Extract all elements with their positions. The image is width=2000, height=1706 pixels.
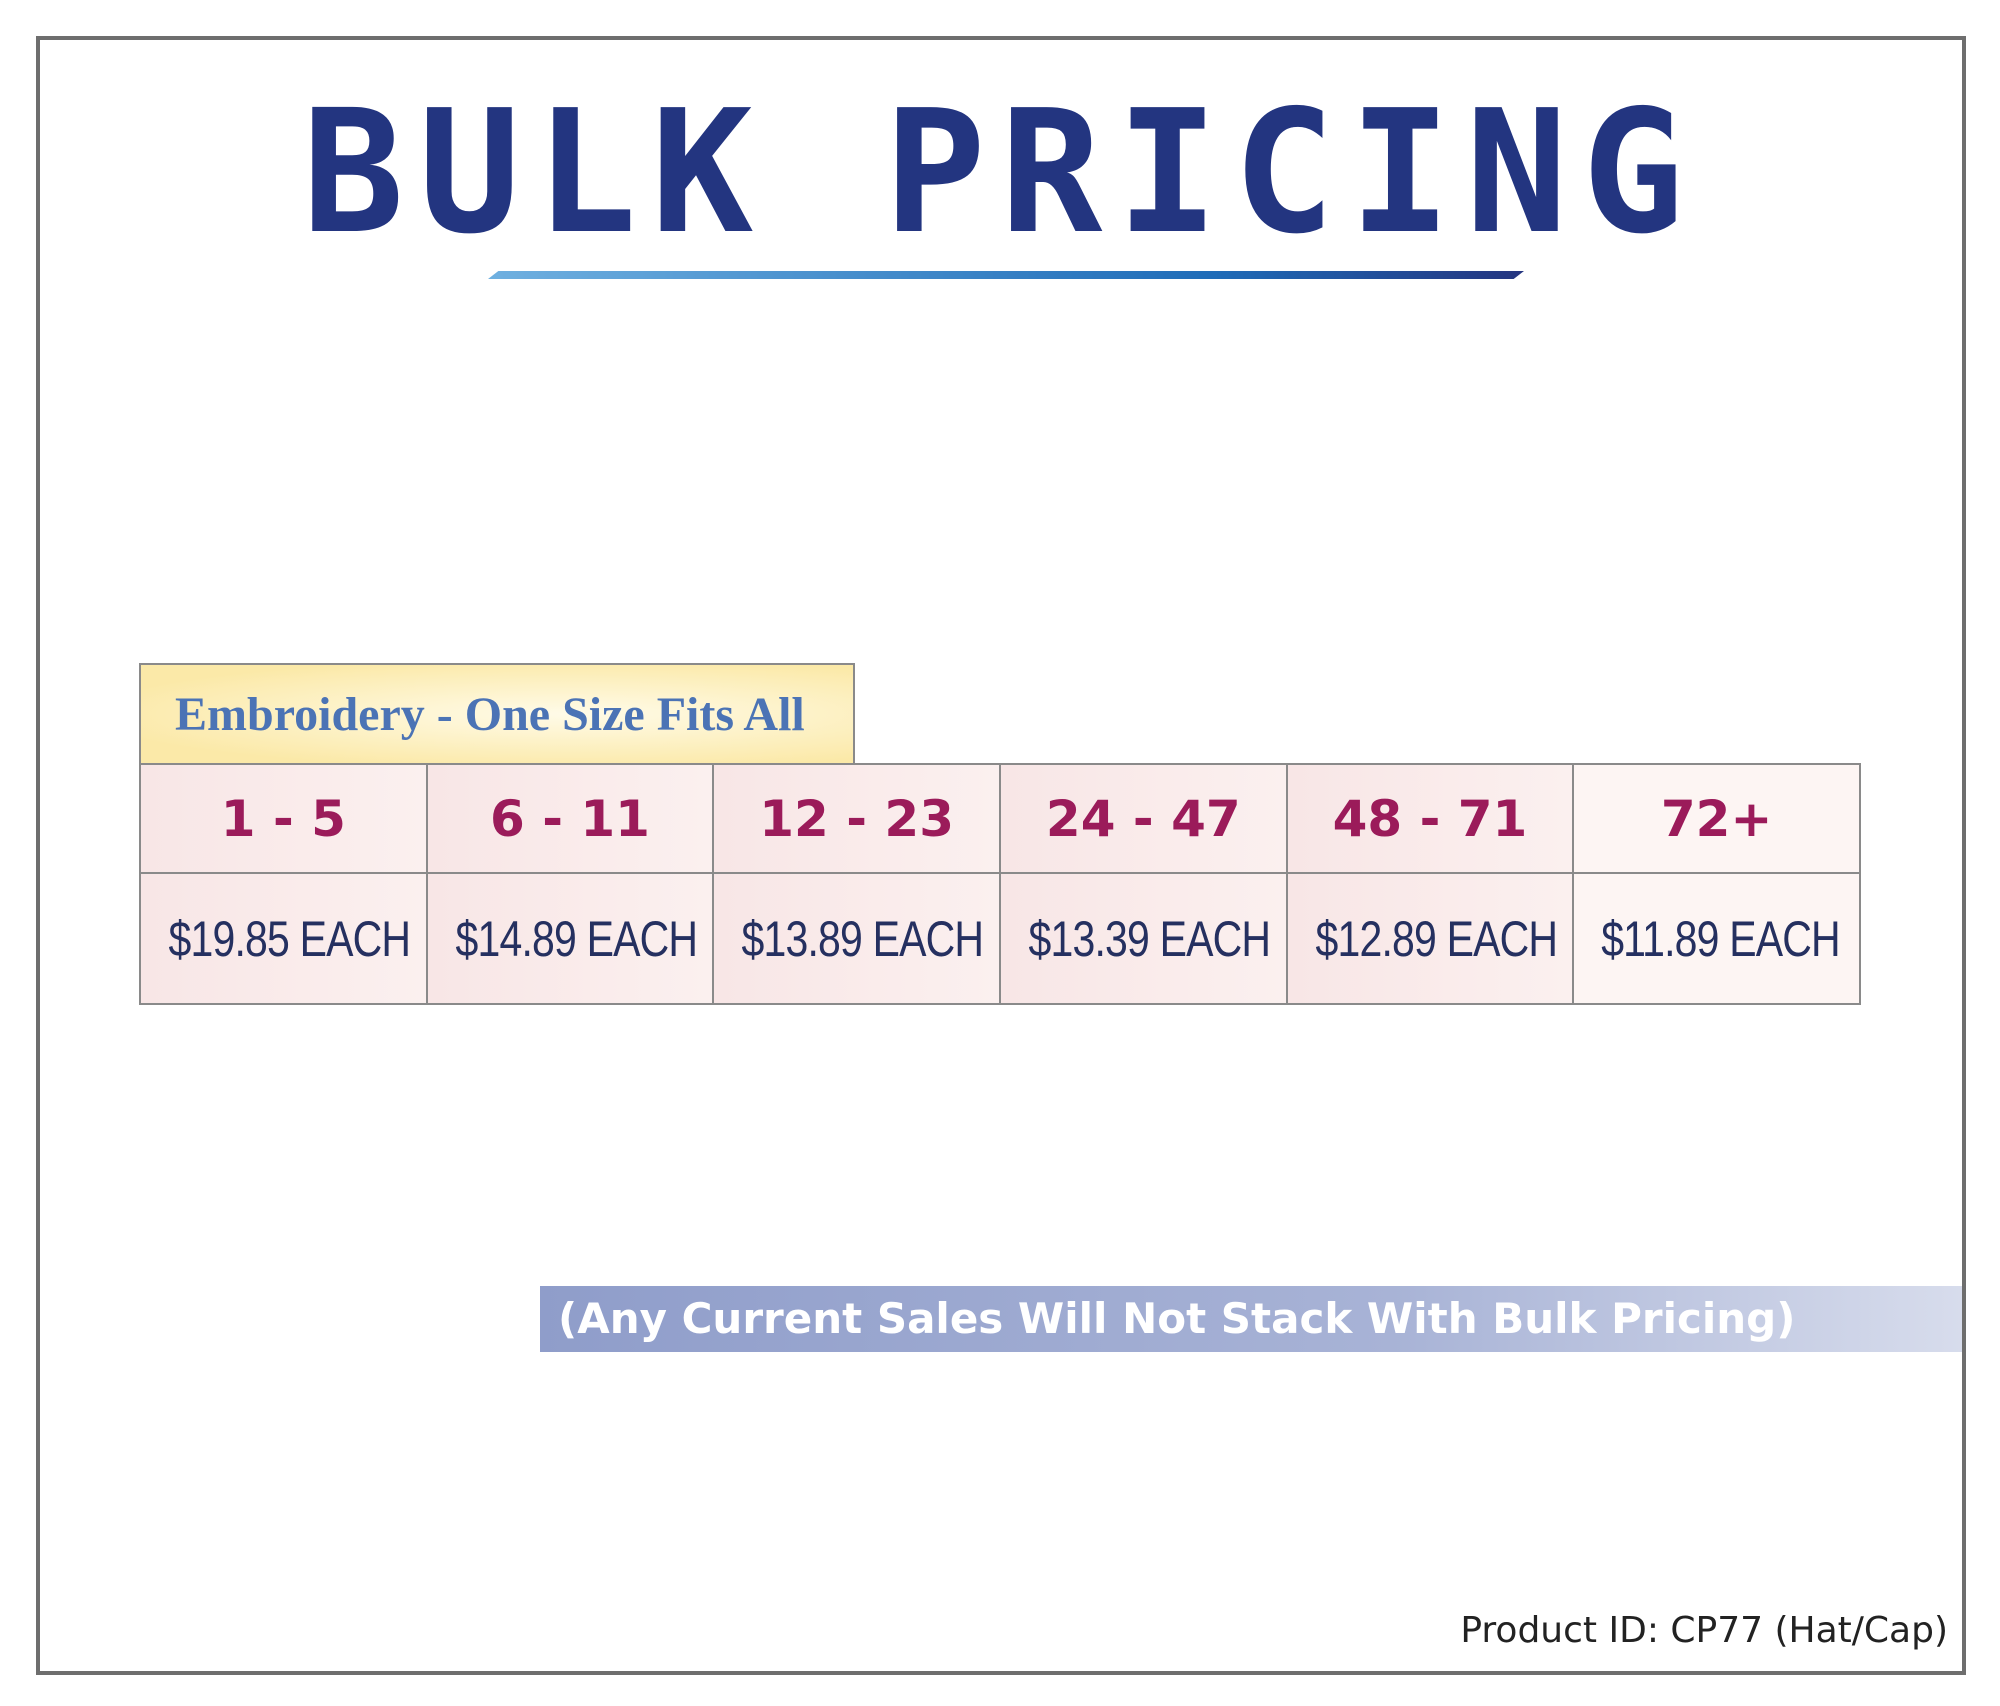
price-text: $13.39 EACH — [1028, 910, 1271, 967]
quantity-cell: 6 - 11 — [425, 763, 715, 874]
price-text: $19.85 EACH — [168, 910, 412, 967]
quantity-cell: 72+ — [1572, 763, 1861, 874]
price-row: $19.85 EACH $14.89 EACH $13.89 EACH $13.39 … — [139, 872, 1861, 1005]
price-cell: $13.89 EACH — [712, 872, 1001, 1005]
price-cell: $13.39 EACH — [998, 872, 1288, 1005]
price-cell: $11.89 EACH — [1572, 872, 1861, 1005]
price-text: $14.89 EACH — [455, 910, 698, 967]
product-id: Product ID: CP77 (Hat/Cap) — [1460, 1610, 1948, 1651]
title: BULK PRICING — [301, 74, 1699, 272]
note: (Any Current Sales Will Not Stack With B… — [540, 1286, 1962, 1352]
frame — [36, 36, 1966, 1675]
title-underline — [488, 271, 1524, 279]
price-text: $11.89 EACH — [1601, 910, 1841, 967]
price-text: $13.89 EACH — [741, 910, 985, 967]
price-text: $12.89 EACH — [1315, 910, 1558, 967]
table-header: Embroidery - One Size Fits All — [139, 663, 855, 763]
quantity-cell: 24 - 47 — [998, 763, 1288, 874]
quantity-cell: 1 - 5 — [139, 763, 428, 874]
price-cell: $12.89 EACH — [1285, 872, 1575, 1005]
quantity-cell: 48 - 71 — [1285, 763, 1575, 874]
price-cell: $19.85 EACH — [139, 872, 428, 1005]
price-cell: $14.89 EACH — [425, 872, 715, 1005]
quantity-cell: 12 - 23 — [712, 763, 1001, 874]
